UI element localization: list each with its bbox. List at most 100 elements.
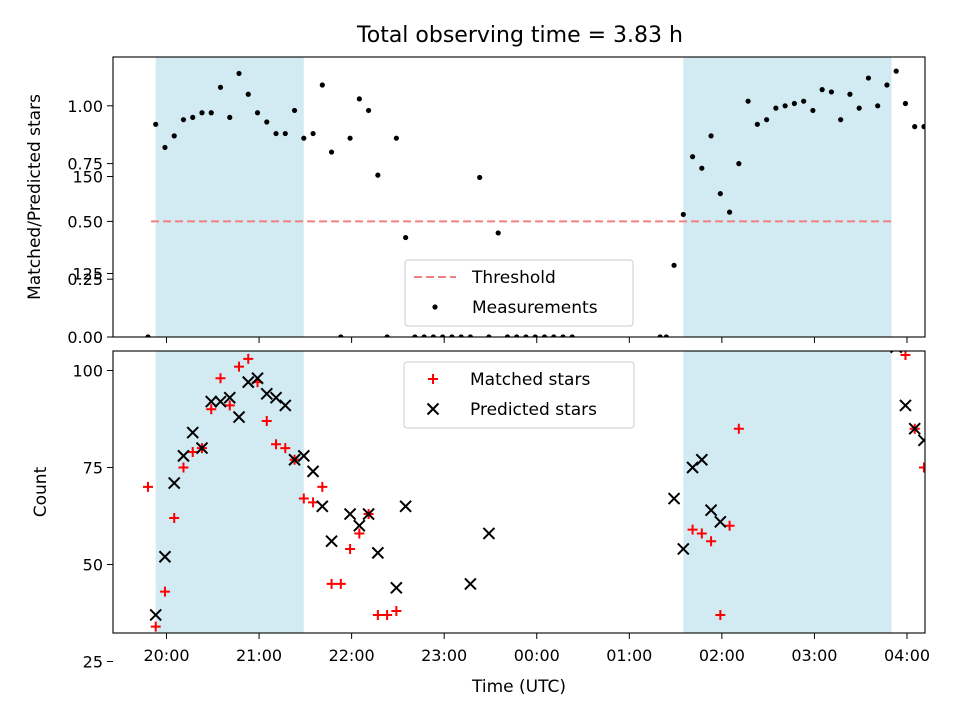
matched-point xyxy=(687,524,698,535)
matched-point xyxy=(178,462,189,473)
legend-predicted-swatch xyxy=(426,402,440,416)
measurement-point xyxy=(403,234,409,241)
count-panel: 25 50 75 100 125 150 20:00 21:00 22:00 23:00 00:00… xyxy=(31,168,930,698)
matched-point xyxy=(900,351,911,360)
matched-point xyxy=(354,528,365,539)
matched-point xyxy=(159,586,170,597)
chart-title: Total observing time = 3.83 h xyxy=(356,23,683,48)
matched-point xyxy=(715,609,726,620)
measurement-point xyxy=(893,68,899,74)
matched-point xyxy=(696,528,707,539)
measurement-point xyxy=(365,107,372,114)
measurement-point xyxy=(236,70,242,77)
matched-point xyxy=(271,439,282,450)
x-tick-label: 23:00 xyxy=(421,646,467,665)
predicted-point xyxy=(288,453,301,466)
predicted-point xyxy=(223,391,236,404)
measurement-point xyxy=(856,105,862,111)
measurement-point xyxy=(338,334,344,337)
measurement-point xyxy=(412,334,418,337)
y-tick-label: 0.25 xyxy=(67,270,103,289)
predicted-point xyxy=(177,449,190,463)
measurement-point xyxy=(171,133,177,139)
measurement-point xyxy=(504,334,511,337)
measurement-point xyxy=(486,334,492,337)
y-tick-label: 75 xyxy=(83,459,103,478)
count-points xyxy=(142,351,925,663)
predicted-point xyxy=(242,375,255,389)
measurement-point xyxy=(356,96,362,102)
measurement-point xyxy=(523,334,529,337)
predicted-point xyxy=(297,449,311,463)
measurement-point xyxy=(875,103,881,109)
measurement-point xyxy=(227,114,233,120)
predicted-point xyxy=(908,422,921,435)
y-tick-label: 0.50 xyxy=(67,212,103,231)
x-tick-label: 00:00 xyxy=(514,646,560,665)
matched-point xyxy=(382,609,393,620)
measurement-point xyxy=(328,149,335,155)
predicted-point xyxy=(917,434,925,447)
matched-point xyxy=(224,400,235,411)
measurement-point xyxy=(440,334,446,337)
measurement-point xyxy=(310,130,316,137)
measurement-point xyxy=(145,334,151,337)
predicted-point xyxy=(343,507,357,521)
measurement-point xyxy=(477,174,483,181)
matched-point xyxy=(493,653,503,663)
matched-point xyxy=(169,512,180,523)
measurement-point xyxy=(514,334,520,337)
measurement-point xyxy=(865,75,872,81)
axes-frame xyxy=(112,56,926,338)
measurement-point xyxy=(717,191,723,197)
predicted-point xyxy=(205,395,218,408)
predicted-point xyxy=(325,535,338,548)
measurement-point xyxy=(551,334,557,337)
predicted-point xyxy=(667,492,681,505)
measurement-point xyxy=(375,172,381,178)
y-axis-label: Matched/Predicted stars xyxy=(25,94,45,300)
matched-point xyxy=(401,645,411,655)
legend-top: Threshold Measurements xyxy=(404,259,634,327)
predicted-point xyxy=(149,608,162,622)
measurement-point xyxy=(495,230,501,236)
measurement-point xyxy=(764,117,770,123)
measurement-point xyxy=(449,334,455,337)
measurement-point xyxy=(773,105,779,111)
legend-threshold-label: Threshold xyxy=(471,268,556,288)
measurement-point xyxy=(301,135,307,141)
legend-box xyxy=(404,259,634,327)
legend-box xyxy=(403,361,635,429)
predicted-point xyxy=(186,426,199,439)
matched-point xyxy=(280,443,291,454)
legend-bottom: Matched stars Predicted stars xyxy=(403,361,635,429)
measurement-point xyxy=(532,334,538,337)
predicted-point xyxy=(353,519,366,532)
y-tick-label: 50 xyxy=(83,556,103,575)
matched-point xyxy=(234,361,245,372)
measurement-point xyxy=(430,334,436,337)
measurement-point xyxy=(708,133,714,139)
measurement-point xyxy=(736,161,742,167)
measurement-point xyxy=(745,98,751,104)
measurement-point xyxy=(657,334,663,337)
y-tick-label: 25 xyxy=(83,653,103,672)
measurement-point xyxy=(273,130,279,137)
matched-point xyxy=(661,653,671,663)
matched-point xyxy=(372,609,383,620)
matched-point xyxy=(918,462,925,473)
measurement-points xyxy=(145,68,925,337)
measurement-point xyxy=(319,82,325,88)
measurement-point xyxy=(560,334,566,337)
matched-point xyxy=(261,415,272,426)
top-shaded-region xyxy=(155,57,304,337)
predicted-point xyxy=(686,461,699,474)
measurement-point xyxy=(541,334,548,337)
matched-point xyxy=(391,606,402,617)
measurement-point xyxy=(810,107,816,114)
measurement-point xyxy=(847,91,853,97)
measurement-point xyxy=(199,110,205,116)
legend-measurements-swatch xyxy=(432,304,438,310)
predicted-point xyxy=(260,387,273,400)
